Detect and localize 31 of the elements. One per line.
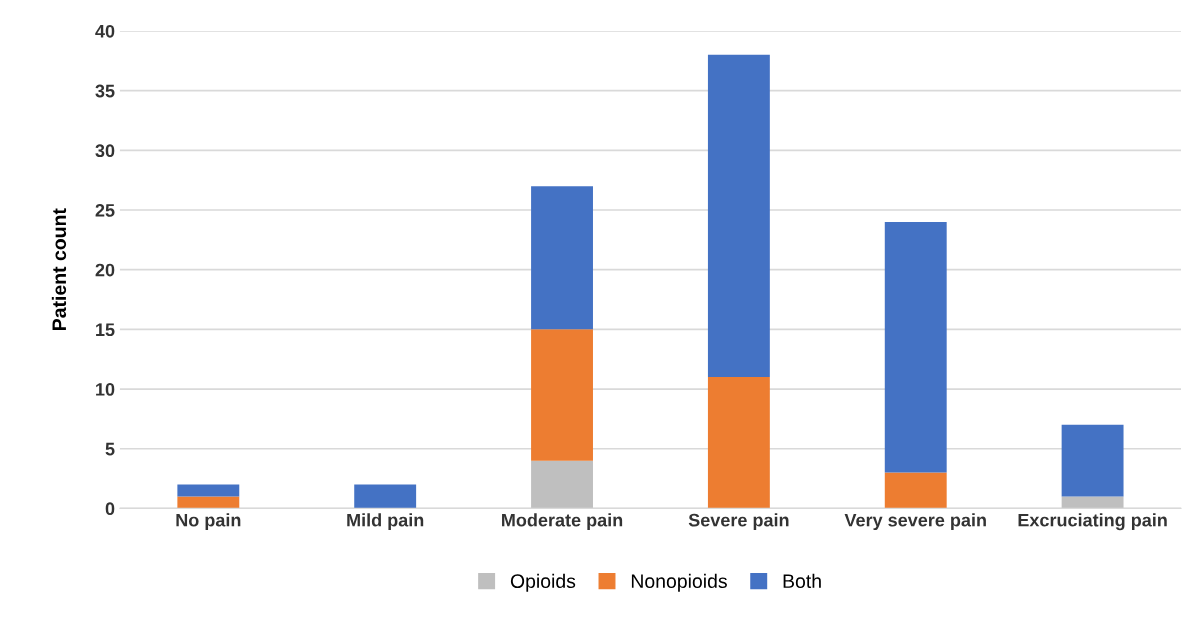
y-tick-label: 5 [105,442,115,456]
y-tick-label: 10 [96,382,115,396]
bar [707,377,770,509]
x-tick-label: Very severe pain [844,513,986,531]
y-axis-title: Patient count [51,208,67,330]
x-tick-label: Severe pain [688,513,789,531]
bar [531,329,593,461]
legend-label: Both [783,573,821,589]
y-tick-label: 20 [95,263,115,277]
bar [177,496,240,509]
bar [531,460,593,509]
bar [707,54,770,378]
y-tick-label: 15 [96,323,115,337]
y-tick-label: 35 [95,84,115,98]
legend-label: Opioids [510,573,576,592]
bar [1061,424,1124,497]
x-tick-label: Moderate pain [502,513,623,531]
y-tick-label: 0 [105,502,115,516]
bar [531,186,593,330]
x-tick-label: Excruciating pain [1018,513,1167,531]
bar [354,484,417,509]
bar [884,472,947,509]
bar [884,221,947,473]
bar [1061,496,1124,509]
x-tick-label: Mild pain [347,513,424,531]
bar [177,484,240,497]
y-tick-label: 40 [95,24,115,38]
legend-label: Nonopioids [631,573,727,592]
x-tick-label: No pain [176,513,241,531]
y-tick-label: 25 [95,203,115,217]
y-tick-label: 30 [95,144,115,158]
